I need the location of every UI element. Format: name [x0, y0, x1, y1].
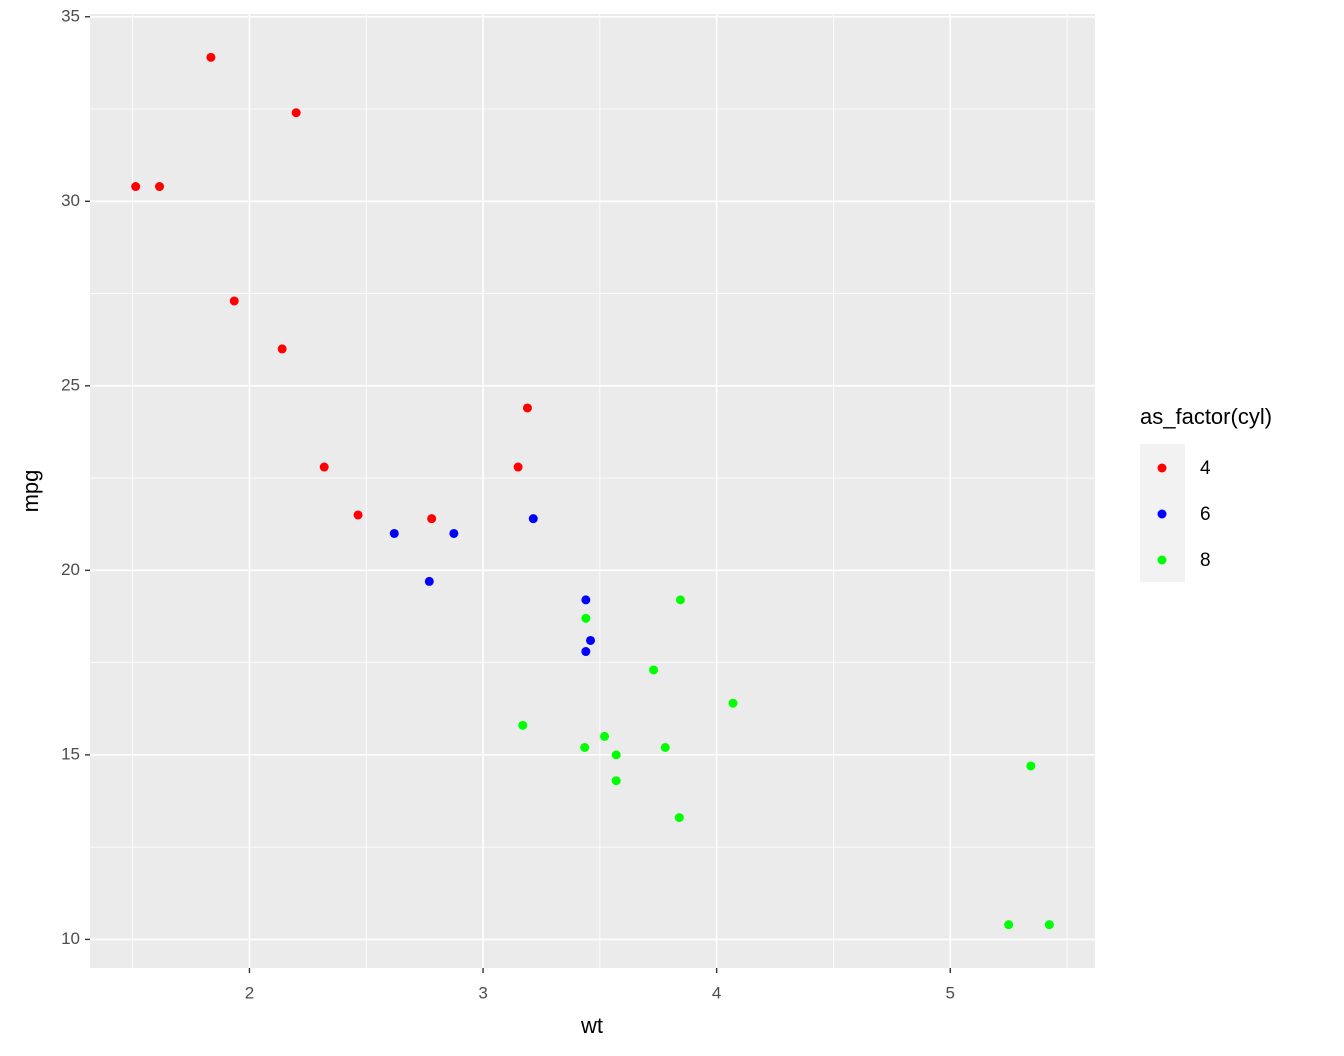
legend-key	[1157, 463, 1167, 473]
point	[674, 813, 684, 823]
point	[660, 742, 670, 752]
x-axis-title: wt	[580, 1013, 603, 1038]
point	[1026, 761, 1036, 771]
y-tick-label: 35	[61, 6, 80, 25]
point	[649, 665, 659, 675]
point	[581, 595, 591, 605]
point	[600, 731, 610, 741]
point	[291, 108, 301, 118]
point	[229, 296, 239, 306]
legend-label: 4	[1200, 458, 1211, 479]
point	[1004, 920, 1014, 930]
y-tick-label: 25	[61, 375, 80, 394]
point	[389, 528, 399, 538]
point	[675, 595, 685, 605]
y-tick-label: 15	[61, 744, 80, 763]
legend-title: as_factor(cyl)	[1140, 404, 1272, 429]
point	[424, 576, 434, 586]
point	[611, 750, 621, 760]
point	[611, 776, 621, 786]
point	[586, 635, 596, 645]
legend-key	[1157, 555, 1167, 565]
point	[449, 528, 459, 538]
point	[319, 462, 329, 472]
point	[522, 403, 532, 413]
y-tick-label: 20	[61, 560, 80, 579]
x-tick-label: 2	[245, 983, 254, 1002]
point	[580, 742, 590, 752]
x-tick-label: 5	[946, 983, 955, 1002]
point	[353, 510, 363, 520]
point	[528, 514, 538, 524]
y-axis-title: mpg	[18, 470, 43, 513]
point	[427, 514, 437, 524]
point	[518, 720, 528, 730]
point	[581, 613, 591, 623]
point	[277, 344, 287, 354]
point	[581, 647, 591, 657]
legend-key	[1157, 509, 1167, 519]
point	[1044, 920, 1054, 930]
point	[513, 462, 523, 472]
point	[206, 52, 216, 62]
panel	[90, 14, 1095, 968]
point	[131, 182, 141, 192]
legend-label: 8	[1200, 550, 1211, 571]
x-tick-label: 4	[712, 983, 721, 1002]
point	[155, 182, 165, 192]
y-tick-label: 10	[61, 929, 80, 948]
legend-label: 6	[1200, 504, 1211, 525]
x-tick-label: 3	[478, 983, 487, 1002]
y-tick-label: 30	[61, 191, 80, 210]
point	[728, 698, 738, 708]
